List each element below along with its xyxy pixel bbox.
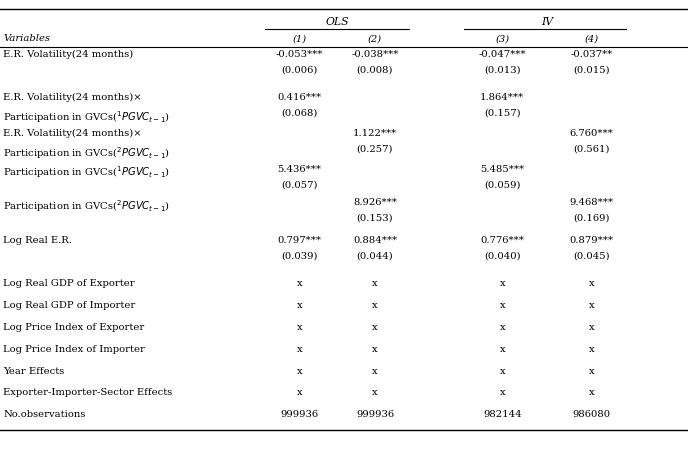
Text: E.R. Volatility(24 months)×: E.R. Volatility(24 months)×	[3, 129, 142, 138]
Text: (4): (4)	[585, 34, 599, 43]
Text: x: x	[589, 367, 594, 376]
Text: 999936: 999936	[280, 410, 319, 420]
Text: (0.169): (0.169)	[573, 214, 610, 223]
Text: (0.068): (0.068)	[281, 109, 317, 118]
Text: x: x	[499, 323, 505, 332]
Text: x: x	[499, 301, 505, 310]
Text: (1): (1)	[292, 34, 306, 43]
Text: (3): (3)	[495, 34, 509, 43]
Text: (0.057): (0.057)	[281, 180, 318, 189]
Text: 1.864***: 1.864***	[480, 93, 524, 102]
Text: x: x	[372, 279, 378, 288]
Text: 0.416***: 0.416***	[277, 93, 321, 102]
Text: (0.044): (0.044)	[356, 251, 394, 260]
Text: E.R. Volatility(24 months)×: E.R. Volatility(24 months)×	[3, 93, 142, 102]
Text: 982144: 982144	[483, 410, 522, 420]
Text: (0.059): (0.059)	[484, 180, 521, 189]
Text: 8.926***: 8.926***	[353, 198, 397, 207]
Text: -0.037**: -0.037**	[570, 50, 613, 59]
Text: x: x	[589, 345, 594, 354]
Text: 0.776***: 0.776***	[480, 236, 524, 245]
Text: (0.013): (0.013)	[484, 66, 521, 75]
Text: (0.008): (0.008)	[356, 66, 394, 75]
Text: x: x	[589, 323, 594, 332]
Text: 0.884***: 0.884***	[353, 236, 397, 245]
Text: 5.485***: 5.485***	[480, 165, 524, 174]
Text: IV: IV	[541, 17, 553, 27]
Text: x: x	[499, 345, 505, 354]
Text: x: x	[499, 279, 505, 288]
Text: Participation in GVCs($^{1}PGVC_{t-1}$): Participation in GVCs($^{1}PGVC_{t-1}$)	[3, 165, 171, 181]
Text: (0.157): (0.157)	[484, 109, 521, 118]
Text: OLS: OLS	[325, 17, 349, 27]
Text: x: x	[372, 345, 378, 354]
Text: Year Effects: Year Effects	[3, 367, 65, 376]
Text: x: x	[297, 279, 302, 288]
Text: x: x	[297, 323, 302, 332]
Text: x: x	[297, 367, 302, 376]
Text: (0.040): (0.040)	[484, 251, 521, 260]
Text: (0.015): (0.015)	[573, 66, 610, 75]
Text: x: x	[589, 301, 594, 310]
Text: x: x	[372, 388, 378, 398]
Text: 0.879***: 0.879***	[570, 236, 614, 245]
Text: -0.053***: -0.053***	[276, 50, 323, 59]
Text: (0.561): (0.561)	[573, 144, 610, 154]
Text: Log Price Index of Importer: Log Price Index of Importer	[3, 345, 145, 354]
Text: -0.047***: -0.047***	[478, 50, 526, 59]
Text: 986080: 986080	[572, 410, 611, 420]
Text: x: x	[589, 388, 594, 398]
Text: Log Real GDP of Exporter: Log Real GDP of Exporter	[3, 279, 135, 288]
Text: x: x	[499, 367, 505, 376]
Text: No.observations: No.observations	[3, 410, 86, 420]
Text: Log Price Index of Exporter: Log Price Index of Exporter	[3, 323, 144, 332]
Text: x: x	[372, 301, 378, 310]
Text: (0.153): (0.153)	[356, 214, 394, 223]
Text: 6.760***: 6.760***	[570, 129, 614, 138]
Text: 0.797***: 0.797***	[277, 236, 321, 245]
Text: 1.122***: 1.122***	[353, 129, 397, 138]
Text: x: x	[372, 367, 378, 376]
Text: 9.468***: 9.468***	[570, 198, 614, 207]
Text: (2): (2)	[368, 34, 382, 43]
Text: x: x	[589, 279, 594, 288]
Text: (0.039): (0.039)	[281, 251, 318, 260]
Text: Exporter-Importer-Sector Effects: Exporter-Importer-Sector Effects	[3, 388, 173, 398]
Text: x: x	[297, 345, 302, 354]
Text: (0.045): (0.045)	[573, 251, 610, 260]
Text: (0.006): (0.006)	[281, 66, 317, 75]
Text: -0.038***: -0.038***	[352, 50, 398, 59]
Text: 999936: 999936	[356, 410, 394, 420]
Text: Log Real GDP of Importer: Log Real GDP of Importer	[3, 301, 136, 310]
Text: Log Real E.R.: Log Real E.R.	[3, 236, 72, 245]
Text: x: x	[499, 388, 505, 398]
Text: x: x	[297, 388, 302, 398]
Text: Variables: Variables	[3, 34, 50, 43]
Text: E.R. Volatility(24 months): E.R. Volatility(24 months)	[3, 50, 133, 59]
Text: (0.257): (0.257)	[356, 144, 394, 154]
Text: 5.436***: 5.436***	[277, 165, 321, 174]
Text: Participation in GVCs($^{2}PGVC_{t-1}$): Participation in GVCs($^{2}PGVC_{t-1}$)	[3, 145, 171, 161]
Text: Participation in GVCs($^{1}PGVC_{t-1}$): Participation in GVCs($^{1}PGVC_{t-1}$)	[3, 110, 171, 126]
Text: Participation in GVCs($^{2}PGVC_{t-1}$): Participation in GVCs($^{2}PGVC_{t-1}$)	[3, 198, 171, 214]
Text: x: x	[372, 323, 378, 332]
Text: x: x	[297, 301, 302, 310]
